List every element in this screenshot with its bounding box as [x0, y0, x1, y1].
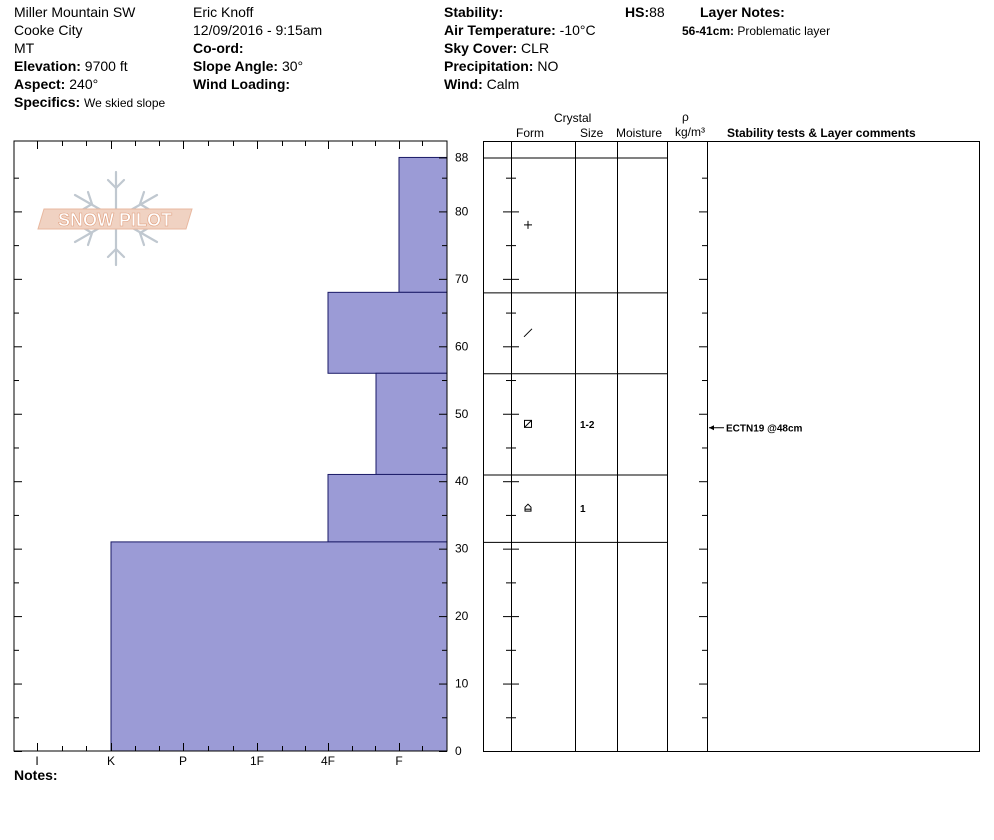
y-tick-label: 20 [455, 609, 469, 623]
wind-value: Calm [486, 76, 520, 92]
sky-value: CLR [521, 40, 550, 56]
layer-note-range: 56-41cm: [682, 24, 735, 38]
faceted-rounding-icon [524, 419, 532, 428]
air-temp-label: Air Temperature: [444, 22, 556, 38]
density-unit-header: kg/m³ [675, 125, 705, 139]
hs-label: HS: [625, 4, 650, 20]
coord-label: Co-ord: [193, 40, 244, 56]
notes-label: Notes: [14, 767, 58, 783]
specifics-row: Specifics: We skied slope [14, 94, 165, 111]
air-temp-row: Air Temperature: -10°C [444, 22, 596, 38]
hardness-label: F [395, 754, 402, 768]
air-temp-value: -10°C [559, 22, 596, 38]
hardness-bar-4 [110, 541, 448, 752]
hardness-bar-1 [327, 291, 448, 374]
elevation-label: Elevation: [14, 58, 81, 74]
location-name: Miller Mountain SW [14, 4, 136, 20]
specifics-label: Specifics: [14, 94, 81, 110]
layer-notes-label: Layer Notes: [700, 4, 785, 20]
aspect-value: 240° [69, 76, 99, 92]
observation-datetime: 12/09/2016 - 9:15am [193, 22, 323, 38]
y-tick-label: 60 [455, 339, 469, 353]
y-tick-label: 50 [455, 407, 469, 421]
precip-value: NO [537, 58, 559, 74]
layer-table-frame [483, 141, 980, 752]
sky-row: Sky Cover: CLR [444, 40, 549, 56]
hardness-label: K [107, 754, 115, 768]
y-tick-label: 70 [455, 272, 469, 286]
hardness-bar-3 [327, 473, 448, 543]
stability-label: Stability: [444, 4, 504, 20]
specifics-value: We skied slope [84, 96, 166, 110]
wind-label: Wind: [444, 76, 483, 92]
y-tick-label: 88 [455, 150, 469, 164]
hardness-label: 1F [250, 754, 264, 768]
precip-row: Precipitation: NO [444, 58, 558, 74]
svg-text:SNOW PILOT: SNOW PILOT [58, 210, 172, 230]
hardness-label: 4F [321, 754, 335, 768]
hardness-label: P [179, 754, 187, 768]
y-tick-label: 40 [455, 474, 469, 488]
slope-label: Slope Angle: [193, 58, 279, 74]
y-tick-label: 80 [455, 204, 469, 218]
layer-note-text: Problematic layer [737, 24, 831, 38]
depth-hoar-icon [524, 503, 532, 512]
form-header: Form [516, 126, 544, 140]
snowpilot-logo: SNOW PILOT [37, 170, 193, 267]
city-name: Cooke City [14, 22, 83, 38]
comments-header: Stability tests & Layer comments [727, 126, 916, 140]
hardness-bar-0 [398, 156, 448, 293]
moisture-header: Moisture [616, 126, 663, 140]
decomposed-fragments-icon [523, 328, 533, 338]
hs-value: 88 [649, 4, 665, 20]
slope-row: Slope Angle: 30° [193, 58, 303, 74]
elevation-row: Elevation: 9700 ft [14, 58, 128, 74]
arrow-left-icon [709, 425, 714, 431]
sky-label: Sky Cover: [444, 40, 518, 56]
plot-frame [13, 140, 448, 752]
wind-row: Wind: Calm [444, 76, 519, 92]
slope-value: 30° [281, 58, 304, 74]
rho-header: ρ [682, 110, 689, 124]
grain-size-label: 1-2 [580, 420, 595, 431]
y-tick-label: 0 [455, 744, 462, 758]
state-name: MT [14, 40, 35, 56]
y-tick-label: 10 [455, 677, 469, 691]
aspect-row: Aspect: 240° [14, 76, 98, 92]
precip-label: Precipitation: [444, 58, 534, 74]
hardness-label: I [35, 754, 38, 768]
observer-name: Eric Knoff [193, 4, 254, 20]
layer-note: 56-41cm: Problematic layer [682, 23, 830, 39]
faceted-rounding-icon [524, 420, 532, 428]
grain-size-label: 1 [580, 504, 586, 515]
elevation-value: 9700 ft [84, 58, 128, 74]
hs-row: HS:88 [625, 4, 665, 20]
stability-test-label: ECTN19 @48cm [726, 424, 803, 435]
size-header: Size [580, 126, 604, 140]
y-tick-label: 30 [455, 542, 469, 556]
crystal-header: Crystal [554, 111, 592, 125]
wind-loading-label: Wind Loading: [193, 76, 291, 92]
hardness-bar-2 [375, 372, 448, 475]
aspect-label: Aspect: [14, 76, 66, 92]
